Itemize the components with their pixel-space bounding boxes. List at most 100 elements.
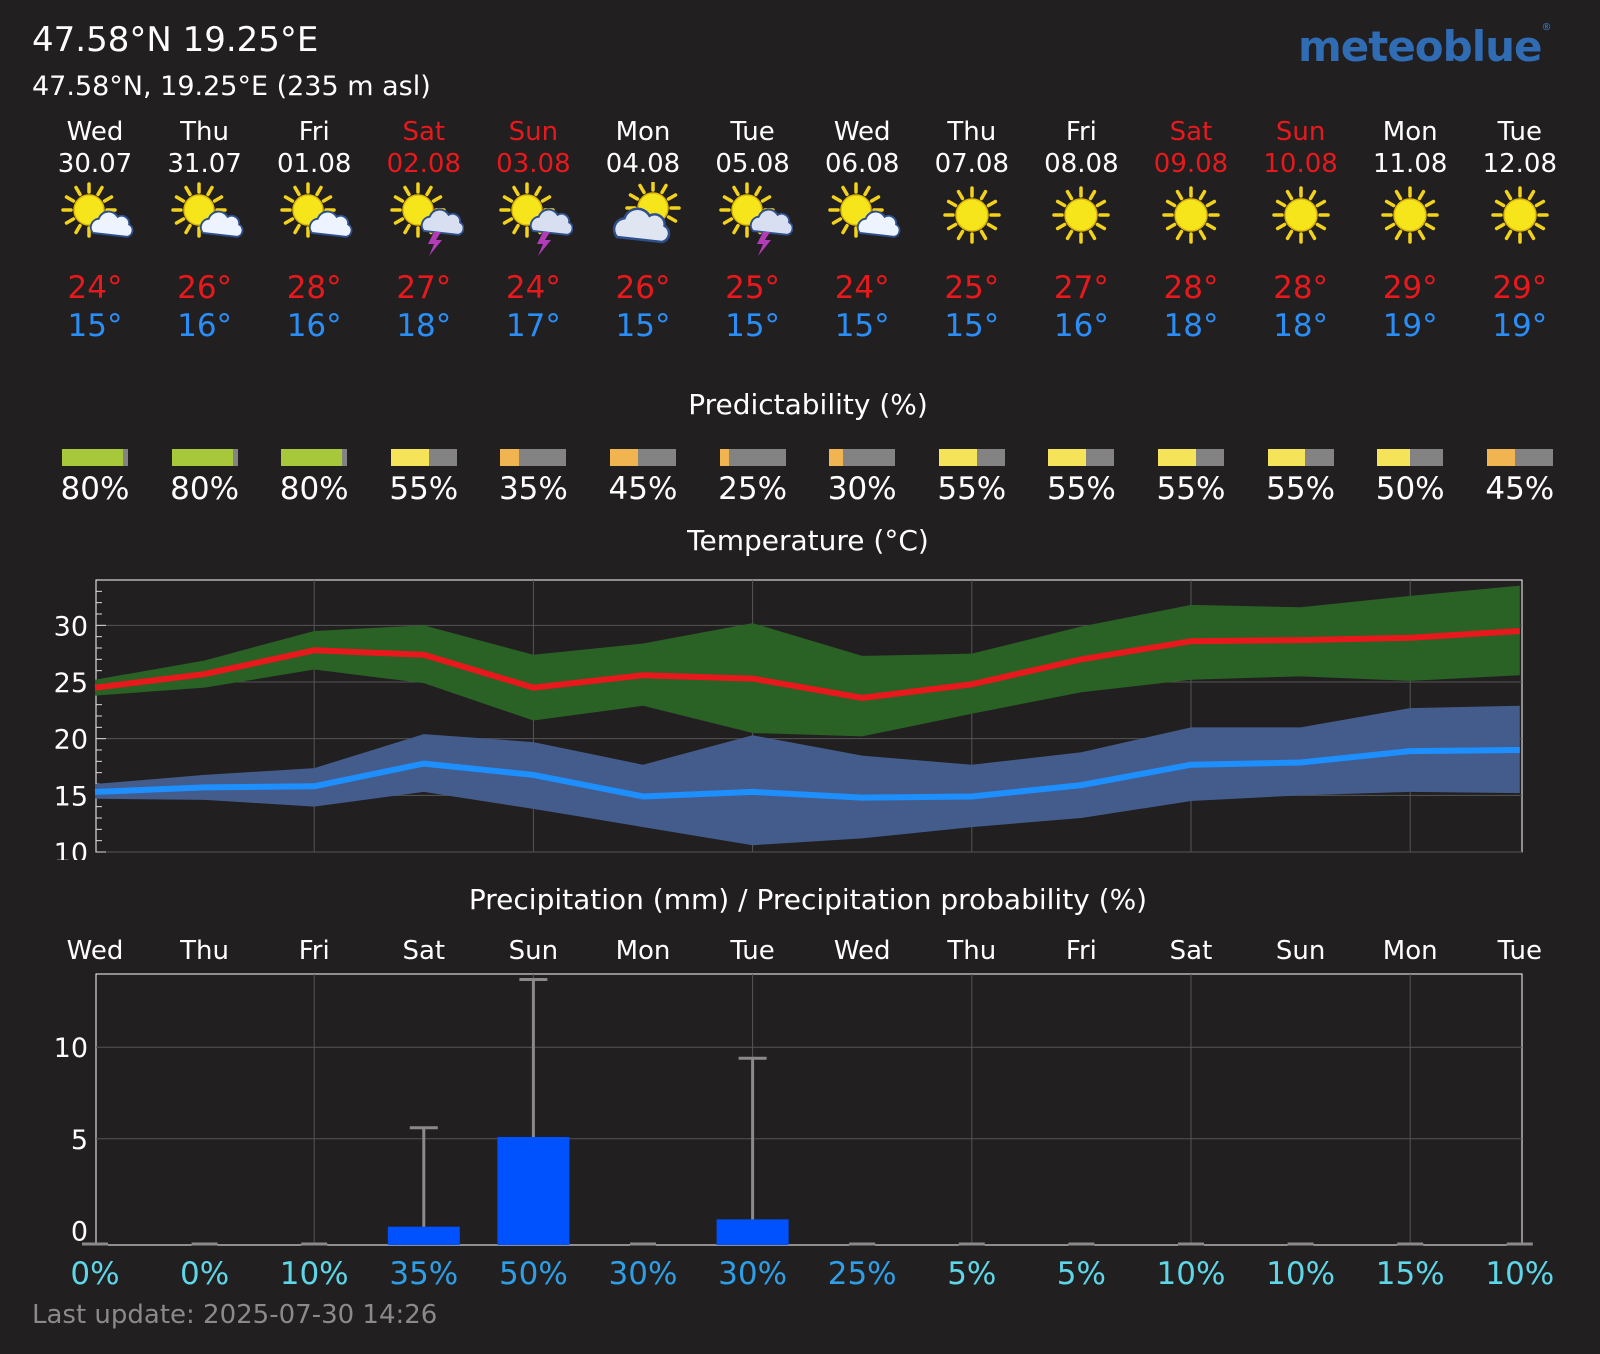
precip-plot-frame [95,973,1523,1246]
precip-bar [716,1219,789,1245]
predictability-fill [1048,449,1087,466]
precip-day-name: Wed [66,936,124,966]
precip-probability: 10% [1485,1256,1555,1292]
predictability-bar [938,449,1005,466]
min-temperature: 18° [396,308,452,344]
precip-day-name: Fri [298,936,330,966]
precip-probability: 5% [1056,1256,1106,1292]
min-temperature: 15° [615,308,671,344]
predictability-fill [938,449,977,466]
max-temperature: 26° [615,270,671,306]
max-temperature: 28° [286,270,342,306]
predictability-fill [390,449,429,466]
predictability-value: 55% [389,471,459,507]
precip-day-label: Sun [478,935,588,967]
min-temperature: 16° [1053,308,1109,344]
precip-day-name: Sat [1169,936,1213,966]
predictability-fill [500,449,520,466]
precip-day-label: Fri [259,935,369,967]
day-header-12: Mon 11.08 [1355,116,1465,180]
day-date: 12.08 [1482,149,1558,179]
precip-y-tick-label: 5 [71,1125,88,1156]
precip-probability: 10% [279,1256,349,1292]
location-title: 47.58°N 19.25°E [32,20,319,60]
precip-probability: 50% [498,1256,568,1292]
precip-day-name: Sun [508,936,559,966]
sun-thunder-icon [713,182,794,256]
predictability-value: 80% [170,471,240,507]
precip-day-label: Tue [698,935,808,967]
day-name: Sat [1169,117,1213,147]
precip-day-label: Thu [917,935,1027,967]
day-header-13: Tue 12.08 [1465,116,1575,180]
sun-thunder-icon [384,182,465,256]
precip-day-name: Thu [947,936,997,966]
min-temperature: 17° [505,308,561,344]
predictability-value: 55% [1156,471,1226,507]
predictability-bar [1158,449,1224,466]
precip-probability: 35% [389,1256,459,1292]
min-temperature: 19° [1382,308,1438,344]
predictability-fill [1267,449,1306,466]
precip-day-label: Mon [588,935,698,967]
day-header-11: Sun 10.08 [1246,116,1356,180]
temp-y-tick-label: 20 [54,725,88,756]
precip-day-label: Sat [369,935,479,967]
precip-probability: 30% [608,1256,678,1292]
temp-y-tick-label: 25 [54,668,88,699]
sun-cloud-icon [55,182,135,252]
min-temperature: 15° [834,308,890,344]
day-date: 07.08 [934,149,1010,179]
logo-text: meteoblue [1298,22,1543,71]
predictability-bar [62,449,128,466]
max-temperature: 29° [1382,270,1438,306]
max-temperature: 24° [834,270,890,306]
cloudy-sun-icon [603,180,683,252]
sun-icon [1261,182,1341,252]
predictability-value: 50% [1375,471,1445,507]
precip-day-name: Sun [1275,936,1326,966]
day-name: Sun [508,117,559,147]
predictability-bar [1267,449,1334,466]
day-name: Mon [615,117,671,147]
predictability-value: 45% [608,471,678,507]
min-temp-line [94,747,1520,801]
precip-probability: 25% [827,1256,897,1292]
day-header-6: Tue 05.08 [698,116,808,180]
precip-bar [387,1226,460,1245]
day-header-9: Fri 08.08 [1026,116,1136,180]
sun-icon [932,182,1012,252]
location-subtitle: 47.58°N, 19.25°E (235 m asl) [32,71,431,102]
max-temperature: 24° [505,270,561,306]
last-update: Last update: 2025-07-30 14:26 [32,1300,438,1330]
day-name: Fri [1065,117,1097,147]
precip-y-tick-label: 10 [54,1033,88,1064]
predictability-fill [610,449,639,466]
day-date: 01.08 [276,149,352,179]
day-header-7: Wed 06.08 [807,116,917,180]
predictability-value: 35% [498,471,568,507]
sun-icon [1480,182,1560,252]
precip-probability: 10% [1156,1256,1226,1292]
predictability-value: 30% [827,471,897,507]
meteoblue-logo[interactable]: meteoblue® [1298,22,1552,71]
temp-y-tick-label: 15 [54,781,88,812]
day-header-1: Thu 31.07 [150,116,260,180]
predictability-value: 80% [279,471,349,507]
max-temperature: 29° [1492,270,1548,306]
predictability-fill [719,449,730,466]
precip-day-name: Tue [730,936,775,966]
day-name: Tue [1497,117,1542,147]
min-temperature: 19° [1492,308,1548,344]
day-header-8: Thu 07.08 [917,116,1027,180]
precip-probability: 5% [947,1256,997,1292]
min-temperature: 16° [177,308,233,344]
precip-probability: 30% [718,1256,788,1292]
precip-bar [497,1136,570,1245]
day-date: 06.08 [824,149,900,179]
temperature-title: Temperature (°C) [687,524,929,557]
max-temperature: 28° [1273,270,1329,306]
day-header-2: Fri 01.08 [259,116,369,180]
predictability-value: 55% [1266,471,1336,507]
max-temperature: 27° [396,270,452,306]
